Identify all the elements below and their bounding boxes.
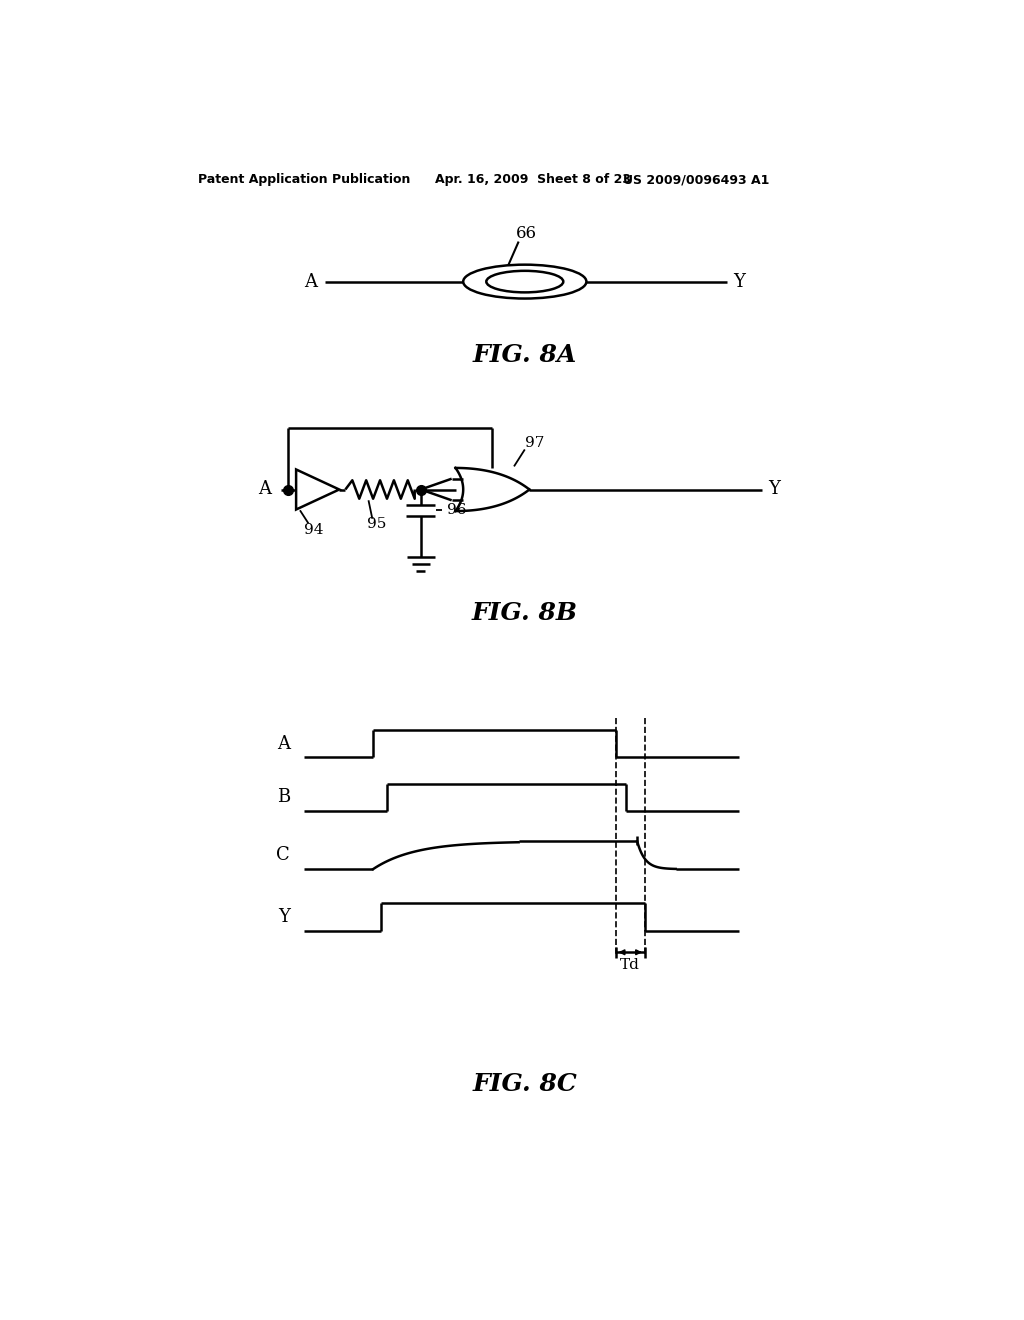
Text: Y: Y (768, 480, 780, 499)
Text: US 2009/0096493 A1: US 2009/0096493 A1 (624, 173, 770, 186)
Text: FIG. 8A: FIG. 8A (473, 343, 577, 367)
Ellipse shape (463, 264, 587, 298)
Text: Y: Y (733, 273, 745, 290)
Text: FIG. 8C: FIG. 8C (472, 1072, 578, 1096)
Text: A: A (258, 480, 271, 499)
Text: A: A (304, 273, 316, 290)
Text: FIG. 8B: FIG. 8B (472, 601, 578, 624)
Text: B: B (276, 788, 290, 807)
Text: 66: 66 (516, 226, 537, 243)
Text: 96: 96 (447, 503, 467, 517)
Text: Apr. 16, 2009  Sheet 8 of 23: Apr. 16, 2009 Sheet 8 of 23 (435, 173, 631, 186)
Text: 95: 95 (367, 517, 386, 531)
Text: Td: Td (621, 958, 640, 973)
Text: Patent Application Publication: Patent Application Publication (199, 173, 411, 186)
Text: 97: 97 (525, 437, 545, 450)
Text: A: A (276, 735, 290, 752)
Text: C: C (276, 846, 290, 865)
Text: Y: Y (279, 908, 290, 925)
Ellipse shape (486, 271, 563, 293)
Text: 94: 94 (304, 523, 324, 536)
